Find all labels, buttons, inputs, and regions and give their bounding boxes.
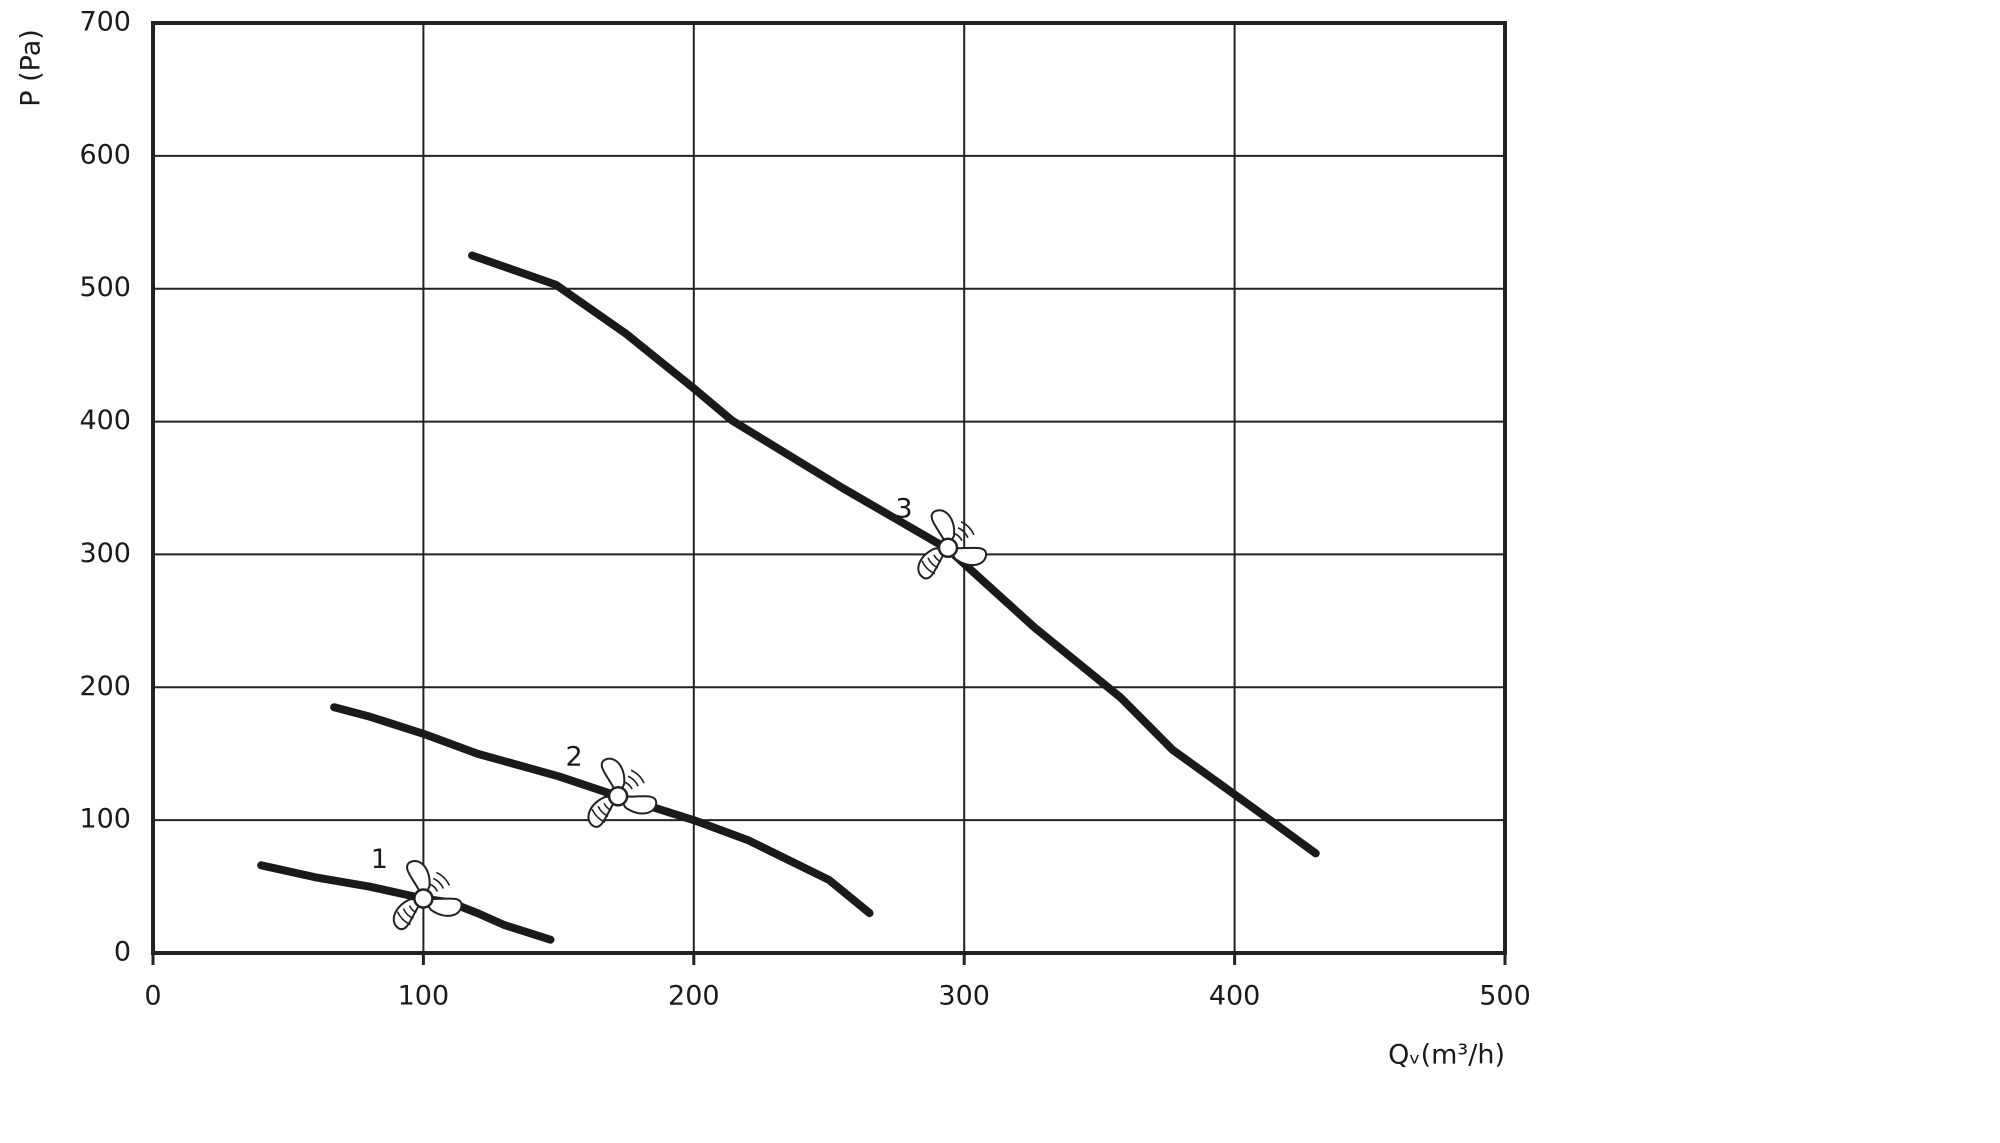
series-label: 3 <box>895 493 912 524</box>
operating-point <box>917 509 988 580</box>
fan-arc <box>402 908 414 920</box>
fan-blade <box>945 546 988 567</box>
fan-arc <box>630 769 645 784</box>
y-tick-label: 300 <box>79 538 131 569</box>
fan-arc <box>591 808 606 823</box>
fan-arc <box>396 911 411 926</box>
operating-point <box>587 757 658 828</box>
x-tick-label: 200 <box>668 981 720 1012</box>
curve <box>330 703 874 918</box>
fan-hub <box>413 888 434 909</box>
fan-arc <box>957 527 969 539</box>
fan-arc <box>624 781 633 790</box>
plot-frame <box>151 21 1507 955</box>
fan-arc <box>921 560 936 575</box>
y-axis-label: P (Pa) <box>16 29 47 107</box>
fan-arc <box>927 557 939 569</box>
fan-arc <box>436 871 451 886</box>
fan-hub <box>937 537 959 559</box>
x-tick-label: 300 <box>938 981 990 1012</box>
x-tick-label: 500 <box>1479 981 1531 1012</box>
series-label: 1 <box>371 844 388 875</box>
y-tick-label: 200 <box>79 671 131 702</box>
fan-hub <box>607 785 629 807</box>
fan-blade <box>421 897 463 917</box>
fan-blade <box>616 795 658 815</box>
fan-arc <box>627 775 639 787</box>
fan-arc <box>408 905 417 914</box>
series-label: 2 <box>565 742 582 773</box>
fan-arc <box>603 802 612 811</box>
y-tick-label: 600 <box>79 139 131 170</box>
curve <box>468 251 1320 858</box>
operating-point <box>392 860 463 931</box>
fan-arc <box>597 805 609 817</box>
fan-arc <box>954 533 963 542</box>
y-tick-label: 500 <box>79 272 131 303</box>
y-tick-label: 700 <box>79 7 131 38</box>
x-axis-label: Qᵥ(m³/h) <box>1388 1040 1505 1071</box>
y-tick-label: 0 <box>114 937 131 968</box>
fan-arc <box>430 883 439 892</box>
fan-blade <box>587 795 621 828</box>
x-tick-label: 100 <box>398 981 450 1012</box>
fan-arc <box>433 877 445 889</box>
y-tick-label: 400 <box>79 405 131 436</box>
fan-arc <box>960 521 975 536</box>
x-tick-label: 0 <box>144 981 161 1012</box>
fan-arc <box>933 554 942 563</box>
fan-blade <box>917 546 951 580</box>
x-tick-label: 400 <box>1209 981 1261 1012</box>
y-tick-label: 100 <box>79 804 131 835</box>
fan-blade <box>392 897 426 931</box>
